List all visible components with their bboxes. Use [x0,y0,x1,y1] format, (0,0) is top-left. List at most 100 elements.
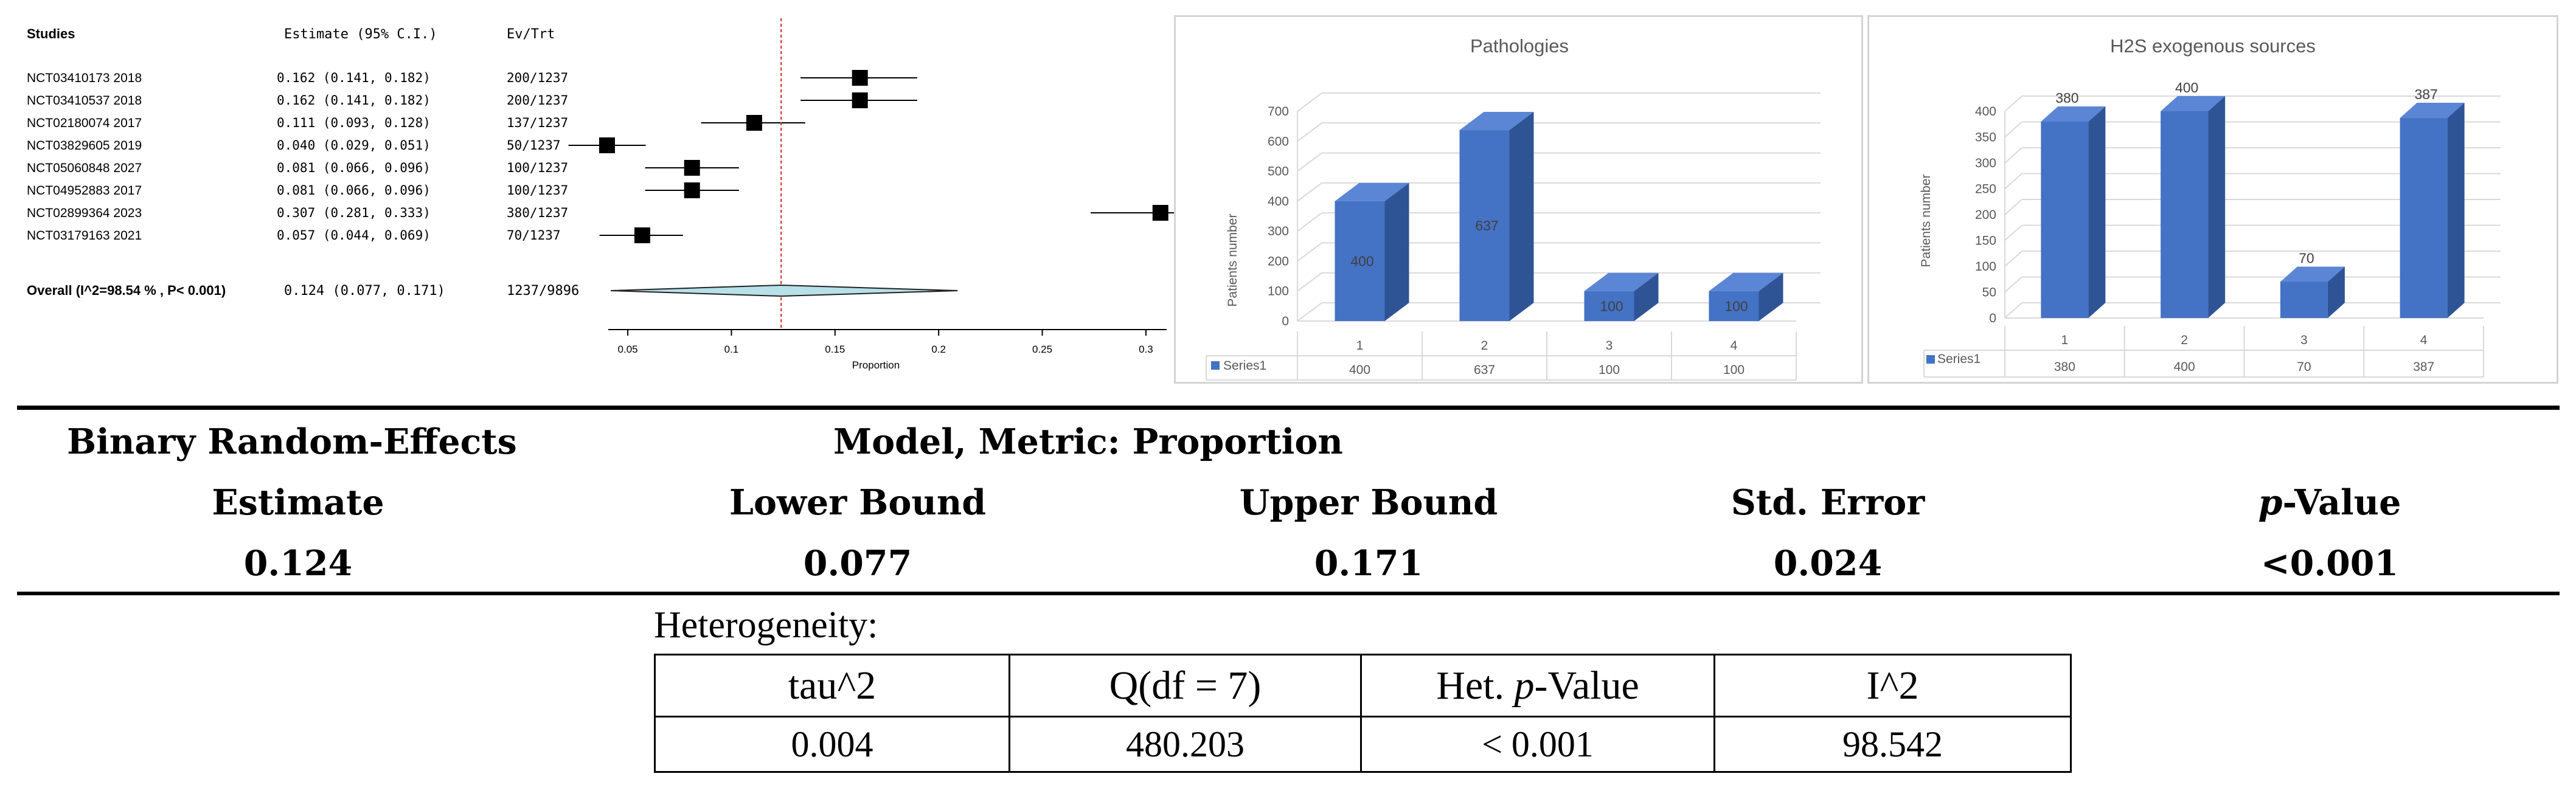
bar: 70 [2280,251,2345,318]
y-tick-label: 300 [1975,156,1996,170]
q-header: Q(df = 7) [1009,654,1362,718]
study-name: NCT03829605 2019 [27,139,142,153]
study-point [684,160,700,176]
study-evtrt: 200/1237 [507,71,568,85]
data-label: 637 [1475,218,1498,233]
pathologies-series-label: Series1 [1223,359,1266,373]
bar: 100 [1584,272,1659,321]
study-ci: 0.111 (0.093, 0.128) [277,116,431,130]
heterogeneity-header-row: tau^2 Q(df = 7) Het. p-Value I^2 [654,654,2072,718]
grid-line [1297,212,1322,232]
summary-title-left: Binary Random-Effects [67,421,517,462]
study-point [852,70,868,86]
bar: 400 [1335,182,1409,321]
std-error-value: 0.024 [1773,543,1883,584]
h2s-sources-chart: H2S exogenous sources Patients number 0 5… [1867,15,2558,384]
pathologies-chart: Pathologies Patients number 0 100 200 300 40… [1174,15,1863,384]
heterogeneity-value-row: 0.004 480.203 < 0.001 98.542 [654,716,2072,773]
y-tick-label: 600 [1268,134,1289,148]
het-p-value: < 0.001 [1360,716,1715,773]
y-tick-label: 400 [1268,195,1289,209]
estimate-header: Estimate [212,482,384,523]
h2s-y-label: Patients number [1919,175,1933,268]
x-tick-label: 0.25 [1032,344,1052,355]
y-tick-label: 700 [1268,105,1289,119]
bar-side [2447,103,2465,319]
study-name: NCT05060848 2027 [27,161,142,175]
pathologies-chart-svg: Pathologies Patients number 0 100 200 300 40… [1206,35,1821,381]
x-category-label: 1 [2061,333,2069,347]
bar: 400 [2161,80,2226,318]
forest-plot-svg: Studies Estimate (95% C.I.) Ev/Trt NCT03… [27,18,1174,371]
bar-front [1459,130,1510,322]
y-tick-label: 300 [1268,224,1289,238]
grid-line [2004,302,2022,319]
grid-line [1297,302,1322,322]
study-evtrt: 100/1237 [507,161,568,175]
grid-line [1297,92,1322,112]
bar-front [1584,291,1634,321]
grid-line [1297,182,1322,202]
study-row: NCT03410537 2018 0.162 (0.141, 0.182) 200/… [27,92,917,108]
grid-line [2004,251,2022,267]
study-name: NCT03179163 2021 [27,229,142,243]
lower-bound-header: Lower Bound [729,482,987,523]
q-value: 480.203 [1009,716,1362,773]
study-name: NCT03410537 2018 [27,94,142,108]
data-label: 70 [2299,251,2314,266]
het-p-value-header: Het. p-Value [1360,654,1715,718]
tau2-header: tau^2 [654,654,1010,718]
table-value: 400 [1349,363,1370,377]
bar-top [2041,106,2106,122]
std-error-header: Std. Error [1731,482,1925,523]
tau2-value: 0.004 [654,716,1010,773]
data-label: 100 [1724,298,1748,314]
bar-front [2400,118,2448,319]
table-value: 637 [1474,363,1495,377]
grid-line [1297,272,1322,292]
study-ci: 0.081 (0.066, 0.096) [277,183,431,198]
x-tick-label: 0.2 [931,344,946,355]
bar-side [2088,106,2106,318]
bar-front [1335,201,1385,321]
study-point [746,115,762,131]
bar-side [2327,266,2345,318]
evtrt-header: Ev/Trt [507,27,555,42]
y-tick-label: 250 [1975,182,1996,196]
p-value-header: p-Value [2258,482,2401,523]
x-tick-label: 0.15 [825,344,845,355]
bar-side [1634,272,1659,321]
data-label: 100 [1600,298,1623,314]
study-ci: 0.040 (0.029, 0.051) [277,138,431,153]
x-category-label: 2 [1481,339,1488,353]
study-rows: NCT03410173 2018 0.162 (0.141, 0.182) 200/… [27,70,1174,243]
study-row: NCT05060848 2027 0.081 (0.066, 0.096) 100/… [27,160,739,176]
x-axis-ticks: 0.05 0.1 0.15 0.2 0.25 0.3 [618,330,1153,355]
y-tick-label: 150 [1975,234,1996,248]
table-value: 400 [2174,360,2195,374]
grid-line [2004,199,2022,215]
x-axis-label: Proportion [852,359,900,371]
p-value-value: <0.001 [2260,543,2399,584]
study-evtrt: 380/1237 [507,206,568,220]
study-point [1152,205,1168,221]
x-category-label: 3 [1606,339,1613,353]
data-label: 400 [1350,253,1373,269]
study-point [684,182,700,198]
h2s-series-label: Series1 [1937,352,1981,366]
forest-plot: Studies Estimate (95% C.I.) Ev/Trt NCT03… [0,0,1174,377]
x-category-label: 2 [2181,333,2188,347]
overall-label: Overall (I^2=98.54 % , P< 0.001) [27,283,226,298]
study-ci: 0.057 (0.044, 0.069) [277,228,431,243]
bar-top [1335,182,1409,201]
table-value: 387 [2413,360,2434,374]
i2-value: 98.542 [1713,716,2072,773]
grid-line [1297,152,1322,172]
x-tick-label: 0.1 [724,344,739,355]
upper-bound-header: Upper Bound [1239,482,1498,523]
legend-swatch [1926,355,1935,364]
pathologies-y-label: Patients number [1226,214,1240,307]
pathologies-title: Pathologies [1470,35,1569,57]
study-row: NCT04952883 2017 0.081 (0.066, 0.096) 100/… [27,182,739,198]
x-category-label: 4 [1731,339,1738,353]
